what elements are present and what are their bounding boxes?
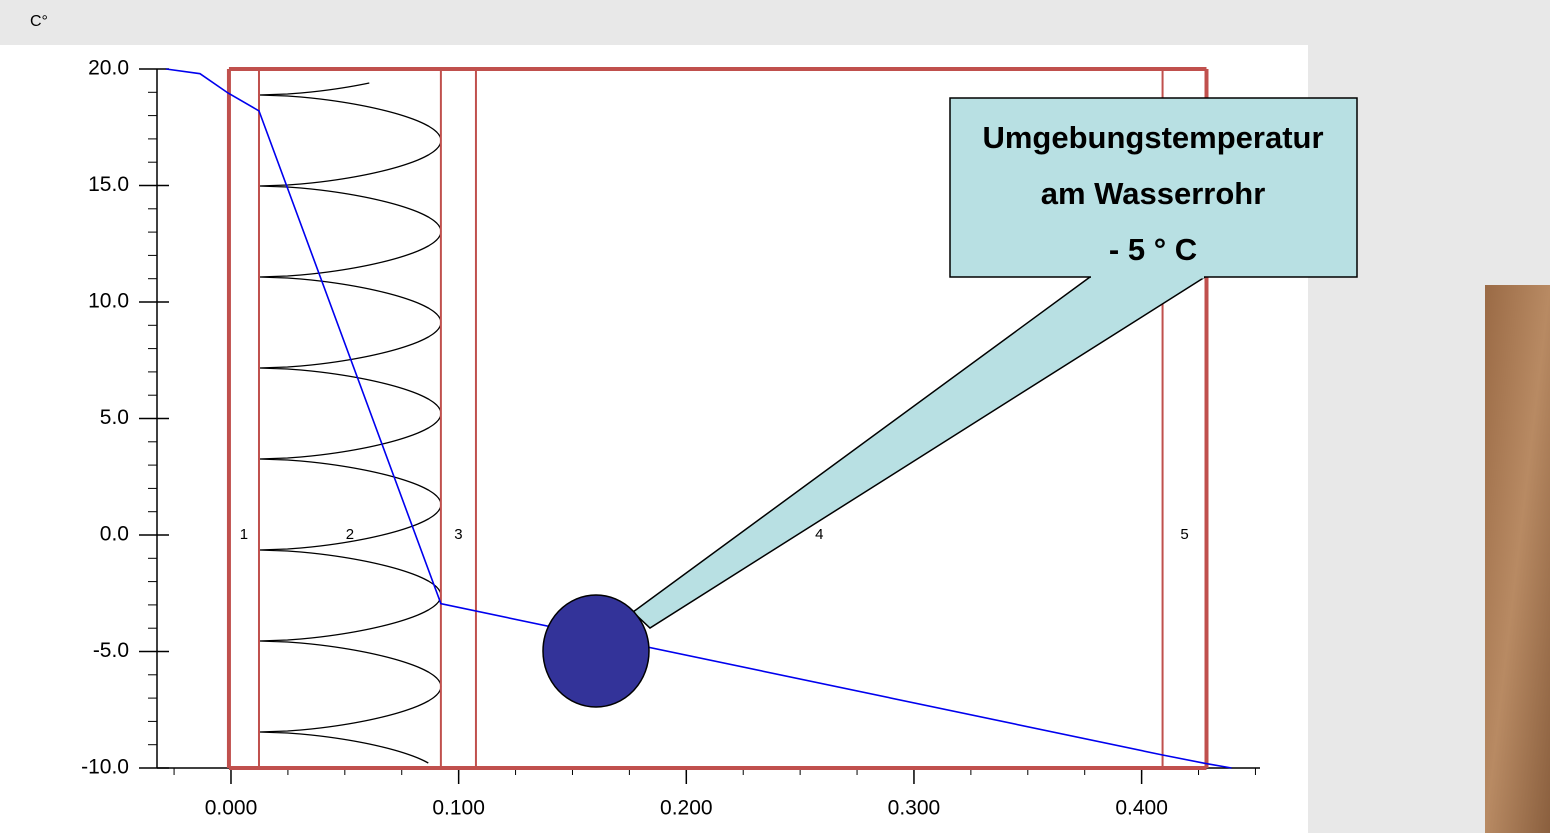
y-unit-label: C° xyxy=(30,13,48,30)
marker-circle xyxy=(543,595,649,707)
x-tick-label: 0.000 xyxy=(205,797,258,820)
x-tick-label: 0.200 xyxy=(660,797,713,820)
callout-text: Umgebungstemperatur xyxy=(982,120,1323,155)
x-tick-label: 0.400 xyxy=(1115,797,1168,820)
y-tick-label: 15.0 xyxy=(88,173,129,196)
layer-label: 3 xyxy=(454,526,462,543)
page: {"chart_data": { "type": "line", "y_unit… xyxy=(0,0,1550,833)
y-tick-label: 5.0 xyxy=(100,406,129,429)
callout-text: am Wasserrohr xyxy=(1041,176,1266,211)
y-tick-label: 0.0 xyxy=(100,523,129,546)
y-tick-label: -10.0 xyxy=(81,756,129,779)
layer-label: 1 xyxy=(240,526,248,543)
x-tick-label: 0.100 xyxy=(432,797,485,820)
layer-label: 5 xyxy=(1180,526,1188,543)
photo xyxy=(1485,285,1550,833)
y-tick-label: -5.0 xyxy=(93,639,129,662)
x-tick-label: 0.300 xyxy=(888,797,941,820)
y-tick-label: 10.0 xyxy=(88,290,129,313)
layer-label: 4 xyxy=(815,526,823,543)
callout-text: - 5 ° C xyxy=(1109,232,1197,267)
chart: C° -10.0 -5.0 0.0 5.0 10.0 15.0 20.0 0.000 0.100… xyxy=(0,0,1550,833)
y-tick-label: 20.0 xyxy=(88,57,129,80)
layer-label: 2 xyxy=(346,526,354,543)
